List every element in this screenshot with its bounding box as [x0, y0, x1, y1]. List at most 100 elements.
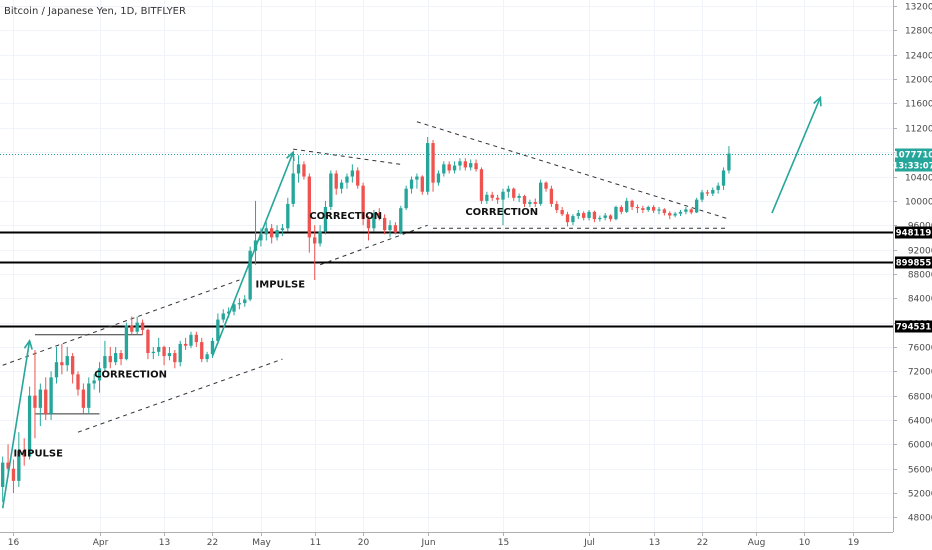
price-tick-label: 480000 [908, 514, 932, 524]
candle-up [87, 383, 91, 408]
candle-up [517, 196, 521, 198]
candle-up [657, 209, 661, 211]
arrow-head-icon [813, 95, 822, 107]
candle-up [458, 161, 462, 166]
dashed-trendline [416, 121, 730, 220]
candle-up [226, 311, 231, 314]
candle-up [264, 228, 268, 235]
candle-down [630, 200, 634, 207]
candle-up [318, 231, 322, 244]
time-tick-label: Apr [93, 538, 109, 548]
candle-down [479, 169, 484, 201]
candle-down [22, 450, 26, 457]
candle-up [216, 319, 220, 341]
candle-up [436, 173, 441, 183]
time-tick-label: May [252, 538, 271, 548]
candle-down [334, 173, 338, 189]
price-level-badge-label: 948119 [896, 229, 932, 239]
candle-up [614, 206, 618, 220]
time-tick-label: 22 [207, 538, 218, 548]
time-tick-label: Jun [420, 538, 435, 548]
candle-down [668, 213, 672, 216]
price-level-badge [895, 226, 932, 239]
candle-down [608, 215, 613, 220]
candle-down [549, 188, 554, 204]
candle-layer [1, 136, 731, 503]
price-level-badge [895, 320, 932, 333]
chart-title: Bitcoin / Japanese Yen, 1D, BITFLYER [4, 6, 186, 17]
price-level-layer [0, 154, 893, 328]
candle-down [705, 192, 710, 194]
candle-down [651, 206, 656, 211]
candle-up [603, 215, 607, 218]
candle-down [565, 214, 570, 223]
time-axis[interactable]: 16 Apr 13 22 May 11 20 Jun 15 Jul 13 22 Aug 10 19 [8, 532, 860, 548]
candle-up [442, 164, 446, 174]
candle-up [189, 334, 193, 346]
candle-up [323, 206, 328, 232]
candle-up [587, 211, 591, 218]
candle-up [205, 354, 209, 360]
candle-down [366, 219, 371, 229]
dashed-trendline [2, 279, 240, 366]
price-level-badge-label: 794531 [896, 323, 932, 333]
candle-up [646, 206, 650, 210]
candle-down [146, 329, 150, 354]
candle-up [103, 356, 107, 369]
price-tick-label: 720000 [908, 368, 932, 378]
candle-down [33, 395, 37, 408]
candle-up [404, 188, 408, 209]
candle-up [694, 199, 699, 213]
candle-down [307, 176, 311, 238]
candle-down [474, 163, 478, 170]
wave-annotation-label: IMPULSE [256, 279, 306, 290]
candle-down [463, 161, 467, 168]
price-tick-label: 1200000 [905, 76, 932, 86]
time-tick-label: Jul [583, 538, 595, 548]
candle-up [113, 353, 118, 363]
candle-up [700, 192, 704, 200]
price-tick-label: 880000 [908, 271, 932, 281]
candle-down [130, 325, 134, 332]
candle-up [92, 380, 96, 384]
current-price-label: 1077710 [893, 151, 932, 161]
candle-up [716, 185, 720, 190]
candle-up [329, 173, 333, 207]
candle-down [70, 356, 75, 375]
candle-up [232, 304, 236, 312]
price-level-badge [895, 256, 932, 269]
grid-layer [0, 0, 893, 532]
candle-down [522, 196, 527, 204]
candle-down [119, 353, 123, 360]
candle-up [339, 182, 344, 189]
candle-up [372, 213, 376, 229]
candle-up [243, 299, 247, 304]
time-tick-label: 16 [8, 538, 20, 548]
candle-up [135, 322, 139, 332]
candle-up [727, 153, 731, 171]
candle-down [582, 213, 586, 218]
arrow-head-icon [286, 150, 295, 162]
candle-up [275, 230, 279, 238]
candle-down [689, 209, 693, 213]
price-tick-label: 560000 [908, 466, 932, 476]
wave-arrow-line [771, 97, 822, 214]
candle-down [592, 211, 597, 220]
candle-up [291, 173, 295, 204]
candle-up [54, 362, 59, 378]
price-tick-label: 1320000 [905, 3, 932, 13]
time-tick-label: 20 [358, 538, 370, 548]
candle-down [512, 188, 516, 198]
candle-down [302, 164, 306, 177]
candle-down [447, 164, 451, 171]
candle-down [60, 362, 64, 366]
candle-up [711, 189, 715, 194]
candle-up [49, 377, 53, 414]
candle-down [6, 462, 10, 469]
candle-up [538, 182, 543, 204]
price-tick-label: 1240000 [905, 52, 932, 62]
time-tick-label: 13 [159, 538, 170, 548]
candle-down [662, 209, 667, 214]
candle-up [625, 200, 629, 212]
